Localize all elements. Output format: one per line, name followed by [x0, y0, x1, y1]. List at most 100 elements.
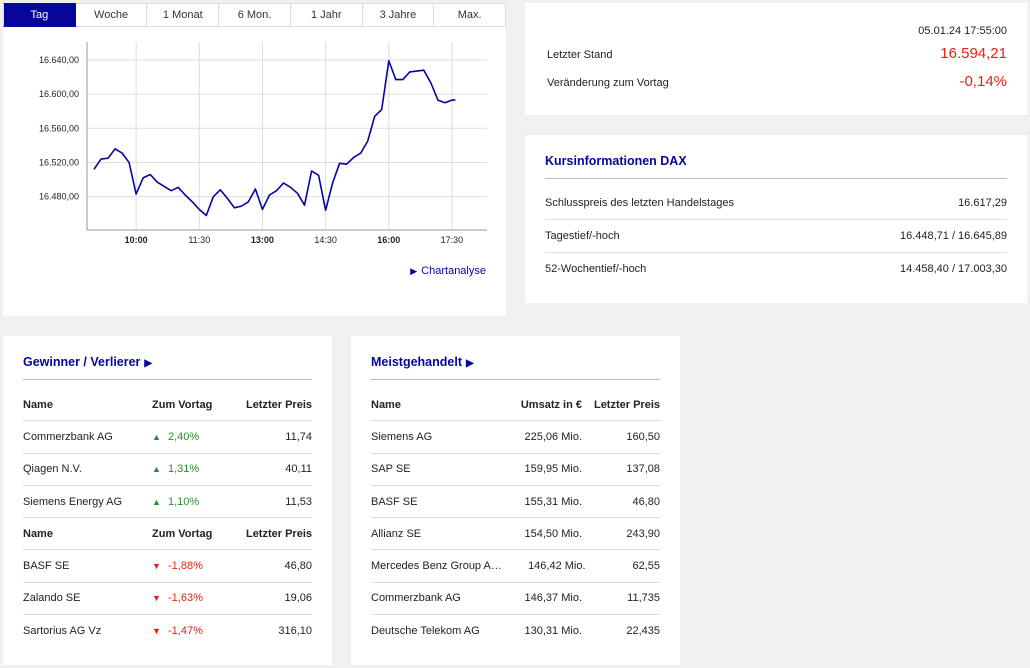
stock-price: 11,53	[285, 495, 312, 508]
table-row[interactable]: Allianz SE 154,50 Mio. 243,90	[371, 518, 660, 551]
table-row[interactable]: BASF SE ▼ -1,88% 46,80	[23, 550, 312, 583]
play-icon: ▶	[466, 358, 474, 369]
stock-name[interactable]: Sartorius AG Vz	[23, 625, 102, 638]
quote-timestamp: 05.01.24 17:55:00	[918, 25, 1007, 37]
tab-woche[interactable]: Woche	[75, 3, 148, 27]
change-label: Veränderung zum Vortag	[547, 77, 669, 89]
stock-change: ▲ 2,40%	[152, 431, 242, 443]
table-row[interactable]: Deutsche Telekom AG 130,31 Mio. 22,435	[371, 615, 660, 647]
kursinformationen-title: Kursinformationen DAX	[545, 154, 687, 168]
table-row[interactable]: Sartorius AG Vz ▼ -1,47% 316,10	[23, 615, 312, 647]
stock-name[interactable]: Commerzbank AG	[23, 430, 113, 443]
y-tick-label: 16.520,00	[39, 157, 79, 167]
tab-1-jahr[interactable]: 1 Jahr	[290, 3, 363, 27]
kurs-row-tagestief: Tagestief/-hoch 16.448,71 / 16.645,89	[545, 220, 1007, 253]
tab-tag[interactable]: Tag	[3, 3, 76, 27]
stock-name[interactable]: Siemens AG	[371, 430, 433, 443]
table-row[interactable]: Siemens Energy AG ▲ 1,10% 11,53	[23, 486, 312, 519]
table-row[interactable]: Commerzbank AG ▲ 2,40% 11,74	[23, 421, 312, 454]
table-row[interactable]: Zalando SE ▼ -1,63% 19,06	[23, 583, 312, 616]
col-letzter-preis: Letzter Preis	[245, 398, 312, 411]
divider	[545, 178, 1007, 179]
stock-umsatz: 154,50 Mio.	[524, 527, 582, 540]
stock-price: 137,08	[626, 463, 660, 476]
stock-change: ▲ 1,10%	[152, 496, 242, 508]
x-tick-label: 10:00	[125, 235, 148, 245]
stock-name[interactable]: Siemens Energy AG	[23, 495, 123, 508]
stock-change: ▼ -1,88%	[152, 560, 242, 572]
chartanalyse-link[interactable]: ▶ Chartanalyse	[410, 265, 486, 277]
col-letzter-preis: Letzter Preis	[245, 527, 312, 540]
stock-name[interactable]: Deutsche Telekom AG	[371, 625, 480, 638]
col-name: Name	[371, 398, 401, 411]
stock-price: 46,80	[284, 560, 312, 573]
stock-price: 160,50	[626, 430, 660, 443]
kurs-row-52-wochen: 52-Wochentief/-hoch 14.458,40 / 17.003,3…	[545, 252, 1007, 285]
gewinner-verlierer-table: Name Zum Vortag Letzter Preis Commerzban…	[23, 389, 312, 647]
meistgehandelt-title: Meistgehandelt	[371, 355, 462, 369]
col-letzter-preis: Letzter Preis	[593, 398, 660, 411]
last-value-label: Letzter Stand	[547, 49, 613, 61]
gewinner-verlierer-title: Gewinner / Verlierer	[23, 355, 141, 369]
stock-name[interactable]: Zalando SE	[23, 592, 81, 605]
stock-umsatz: 155,31 Mio.	[524, 495, 582, 508]
intraday-chart[interactable]: 10:00 11:30 13:00 14:30 16:00 17:30 16.480,00 1…	[3, 27, 506, 257]
table-row[interactable]: SAP SE 159,95 Mio. 137,08	[371, 454, 660, 486]
stock-name[interactable]: Qiagen N.V.	[23, 463, 82, 476]
last-value: 16.594,21	[940, 45, 1007, 62]
change-row: Veränderung zum Vortag -0,14%	[547, 73, 1007, 90]
stock-umsatz: 130,31 Mio.	[524, 625, 582, 638]
stock-price: 46,80	[632, 495, 660, 508]
stock-umsatz: 146,42 Mio.	[528, 560, 586, 573]
stock-change: ▼ -1,63%	[152, 592, 242, 604]
stock-price: 40,11	[285, 463, 312, 476]
meistgehandelt-table: Name Umsatz in € Letzter Preis Siemens A…	[371, 389, 660, 647]
gewinner-verlierer-link[interactable]: Gewinner / Verlierer ▶	[23, 355, 152, 369]
triangle-down-icon: ▼	[152, 561, 161, 572]
table-header: Name Umsatz in € Letzter Preis	[371, 389, 660, 422]
play-icon: ▶	[144, 358, 153, 369]
kurs-row-schlusspreis: Schlusspreis des letzten Handelstages 16…	[545, 187, 1007, 220]
kurs-value: 16.448,71 / 16.645,89	[899, 230, 1007, 242]
chart-panel: Tag Woche 1 Monat 6 Mon. 1 Jahr 3 Jahre …	[3, 3, 507, 316]
col-name: Name	[23, 398, 53, 411]
change-value: -0,14%	[959, 73, 1007, 90]
y-tick-label: 16.600,00	[39, 89, 79, 99]
change-value: 1,10%	[168, 495, 200, 508]
stock-name[interactable]: SAP SE	[371, 463, 411, 476]
stock-name[interactable]: BASF SE	[371, 495, 418, 508]
play-icon: ▶	[410, 266, 418, 276]
table-row[interactable]: BASF SE 155,31 Mio. 46,80	[371, 486, 660, 519]
col-zum-vortag: Zum Vortag	[152, 527, 213, 540]
stock-change: ▲ 1,31%	[152, 463, 242, 475]
stock-price: 11,74	[285, 430, 312, 443]
tab-3-jahre[interactable]: 3 Jahre	[362, 3, 435, 27]
x-tick-label: 11:30	[188, 235, 210, 245]
triangle-up-icon: ▲	[152, 431, 161, 442]
stock-price: 22,435	[626, 625, 660, 638]
kurs-label: Tagestief/-hoch	[545, 230, 620, 242]
table-row[interactable]: Siemens AG 225,06 Mio. 160,50	[371, 421, 660, 454]
stock-name[interactable]: Mercedes Benz Group AG ...	[371, 560, 510, 573]
change-value: -1,88%	[168, 560, 203, 573]
stock-name[interactable]: Allianz SE	[371, 527, 422, 540]
stock-name[interactable]: BASF SE	[23, 560, 70, 573]
table-row[interactable]: Qiagen N.V. ▲ 1,31% 40,11	[23, 454, 312, 486]
tab-6-mon[interactable]: 6 Mon.	[219, 3, 291, 27]
stock-name[interactable]: Commerzbank AG	[371, 592, 461, 605]
meistgehandelt-link[interactable]: Meistgehandelt ▶	[371, 355, 474, 369]
table-header: Name Zum Vortag Letzter Preis	[23, 389, 312, 422]
kursinformationen-panel: Kursinformationen DAX Schlusspreis des l…	[525, 135, 1027, 303]
col-name: Name	[23, 527, 53, 540]
x-tick-label: 16:00	[377, 235, 400, 245]
kurs-label: Schlusspreis des letzten Handelstages	[545, 197, 734, 209]
table-row[interactable]: Mercedes Benz Group AG ... 146,42 Mio. 6…	[371, 550, 660, 583]
quote-panel: 05.01.24 17:55:00 Letzter Stand 16.594,2…	[525, 3, 1027, 115]
tab-1-monat[interactable]: 1 Monat	[147, 3, 220, 27]
tab-max[interactable]: Max.	[434, 3, 507, 27]
stock-price: 19,06	[284, 592, 312, 605]
meistgehandelt-panel: Meistgehandelt ▶ Name Umsatz in € Letzter…	[351, 336, 680, 665]
table-row[interactable]: Commerzbank AG 146,37 Mio. 11,735	[371, 583, 660, 616]
stock-price: 243,90	[626, 527, 660, 540]
triangle-down-icon: ▼	[152, 626, 161, 637]
